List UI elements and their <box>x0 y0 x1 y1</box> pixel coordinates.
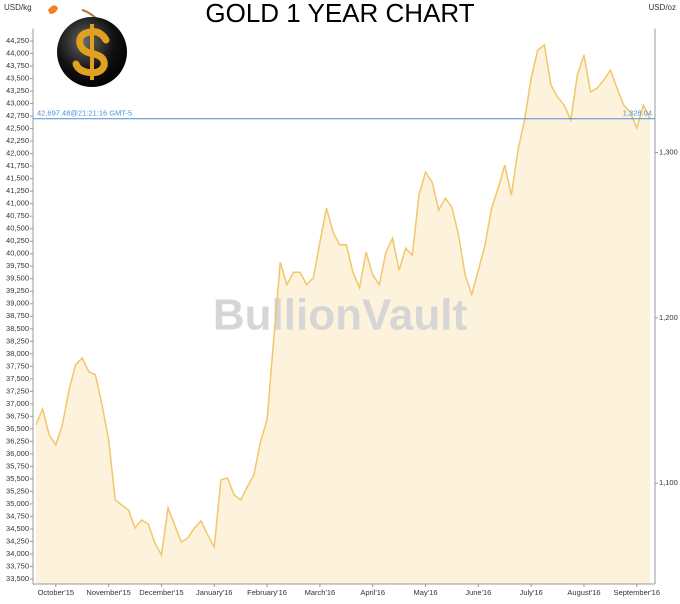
watermark: BullionVault <box>213 291 468 340</box>
x-tick-label: December'15 <box>139 588 183 597</box>
price-line <box>35 43 651 558</box>
y-tick-label: 41,000 <box>6 199 29 208</box>
x-tick-label: May'16 <box>414 588 438 597</box>
y-tick-label: 42,250 <box>6 136 29 145</box>
y2-tick-label: 1,200 <box>659 313 678 322</box>
y-tick-label: 39,500 <box>6 274 29 283</box>
x-tick-label: July'16 <box>520 588 543 597</box>
logo <box>48 5 127 87</box>
y-tick-label: 34,000 <box>6 549 29 558</box>
y-tick-label: 43,000 <box>6 99 29 108</box>
y-tick-label: 42,000 <box>6 149 29 158</box>
y-tick-label: 33,500 <box>6 574 29 583</box>
y-tick-label: 40,250 <box>6 236 29 245</box>
x-tick-label: September'16 <box>614 588 660 597</box>
y-tick-label: 33,750 <box>6 561 29 570</box>
y-tick-label: 36,000 <box>6 449 29 458</box>
y-tick-label: 41,750 <box>6 161 29 170</box>
x-tick-label: January'16 <box>196 588 232 597</box>
x-tick-label: August'16 <box>567 588 600 597</box>
y2-tick-label: 1,300 <box>659 147 678 156</box>
current-price-label: 42,697.48@21:21:16 GMT-5 <box>37 109 132 118</box>
y-tick-label: 34,250 <box>6 536 29 545</box>
x-tick-label: November'15 <box>86 588 130 597</box>
y-tick-label: 38,000 <box>6 349 29 358</box>
y-tick-label: 37,250 <box>6 386 29 395</box>
y-tick-label: 37,500 <box>6 374 29 383</box>
y-tick-label: 36,250 <box>6 436 29 445</box>
y-tick-label: 41,500 <box>6 174 29 183</box>
y-tick-label: 44,250 <box>6 36 29 45</box>
current-price-oz-label: 1,328.04 <box>623 109 652 118</box>
y-tick-label: 39,750 <box>6 261 29 270</box>
y-tick-label: 37,000 <box>6 399 29 408</box>
y-tick-label: 39,000 <box>6 299 29 308</box>
y-tick-label: 42,750 <box>6 111 29 120</box>
x-tick-label: March'16 <box>305 588 336 597</box>
y-tick-label: 38,500 <box>6 324 29 333</box>
y-tick-label: 35,500 <box>6 474 29 483</box>
y-tick-label: 38,750 <box>6 311 29 320</box>
x-tick-label: June'16 <box>465 588 491 597</box>
area-fill <box>36 45 650 584</box>
y-tick-label: 36,500 <box>6 424 29 433</box>
x-tick-label: April'16 <box>360 588 385 597</box>
y-tick-label: 41,250 <box>6 186 29 195</box>
y-tick-label: 39,250 <box>6 286 29 295</box>
y-tick-label: 42,500 <box>6 124 29 133</box>
y-tick-label: 40,000 <box>6 249 29 258</box>
y-tick-label: 38,250 <box>6 336 29 345</box>
y-tick-label: 40,750 <box>6 211 29 220</box>
y-tick-label: 43,250 <box>6 86 29 95</box>
x-tick-label: October'15 <box>38 588 74 597</box>
y-tick-label: 35,750 <box>6 461 29 470</box>
y-tick-label: 34,500 <box>6 524 29 533</box>
chart-title: GOLD 1 YEAR CHART <box>205 0 474 28</box>
y-tick-label: 36,750 <box>6 411 29 420</box>
y-tick-label: 43,500 <box>6 74 29 83</box>
y-tick-label: 34,750 <box>6 511 29 520</box>
y-tick-label: 37,750 <box>6 361 29 370</box>
y-tick-label: 35,000 <box>6 499 29 508</box>
y-tick-label: 40,500 <box>6 224 29 233</box>
y-tick-label: 44,000 <box>6 49 29 58</box>
y-tick-label: 43,750 <box>6 61 29 70</box>
y2-tick-label: 1,100 <box>659 478 678 487</box>
x-tick-label: February'16 <box>247 588 287 597</box>
y2-axis-label: USD/oz <box>648 3 676 12</box>
y-tick-label: 35,250 <box>6 486 29 495</box>
y-axis-label: USD/kg <box>4 3 32 12</box>
